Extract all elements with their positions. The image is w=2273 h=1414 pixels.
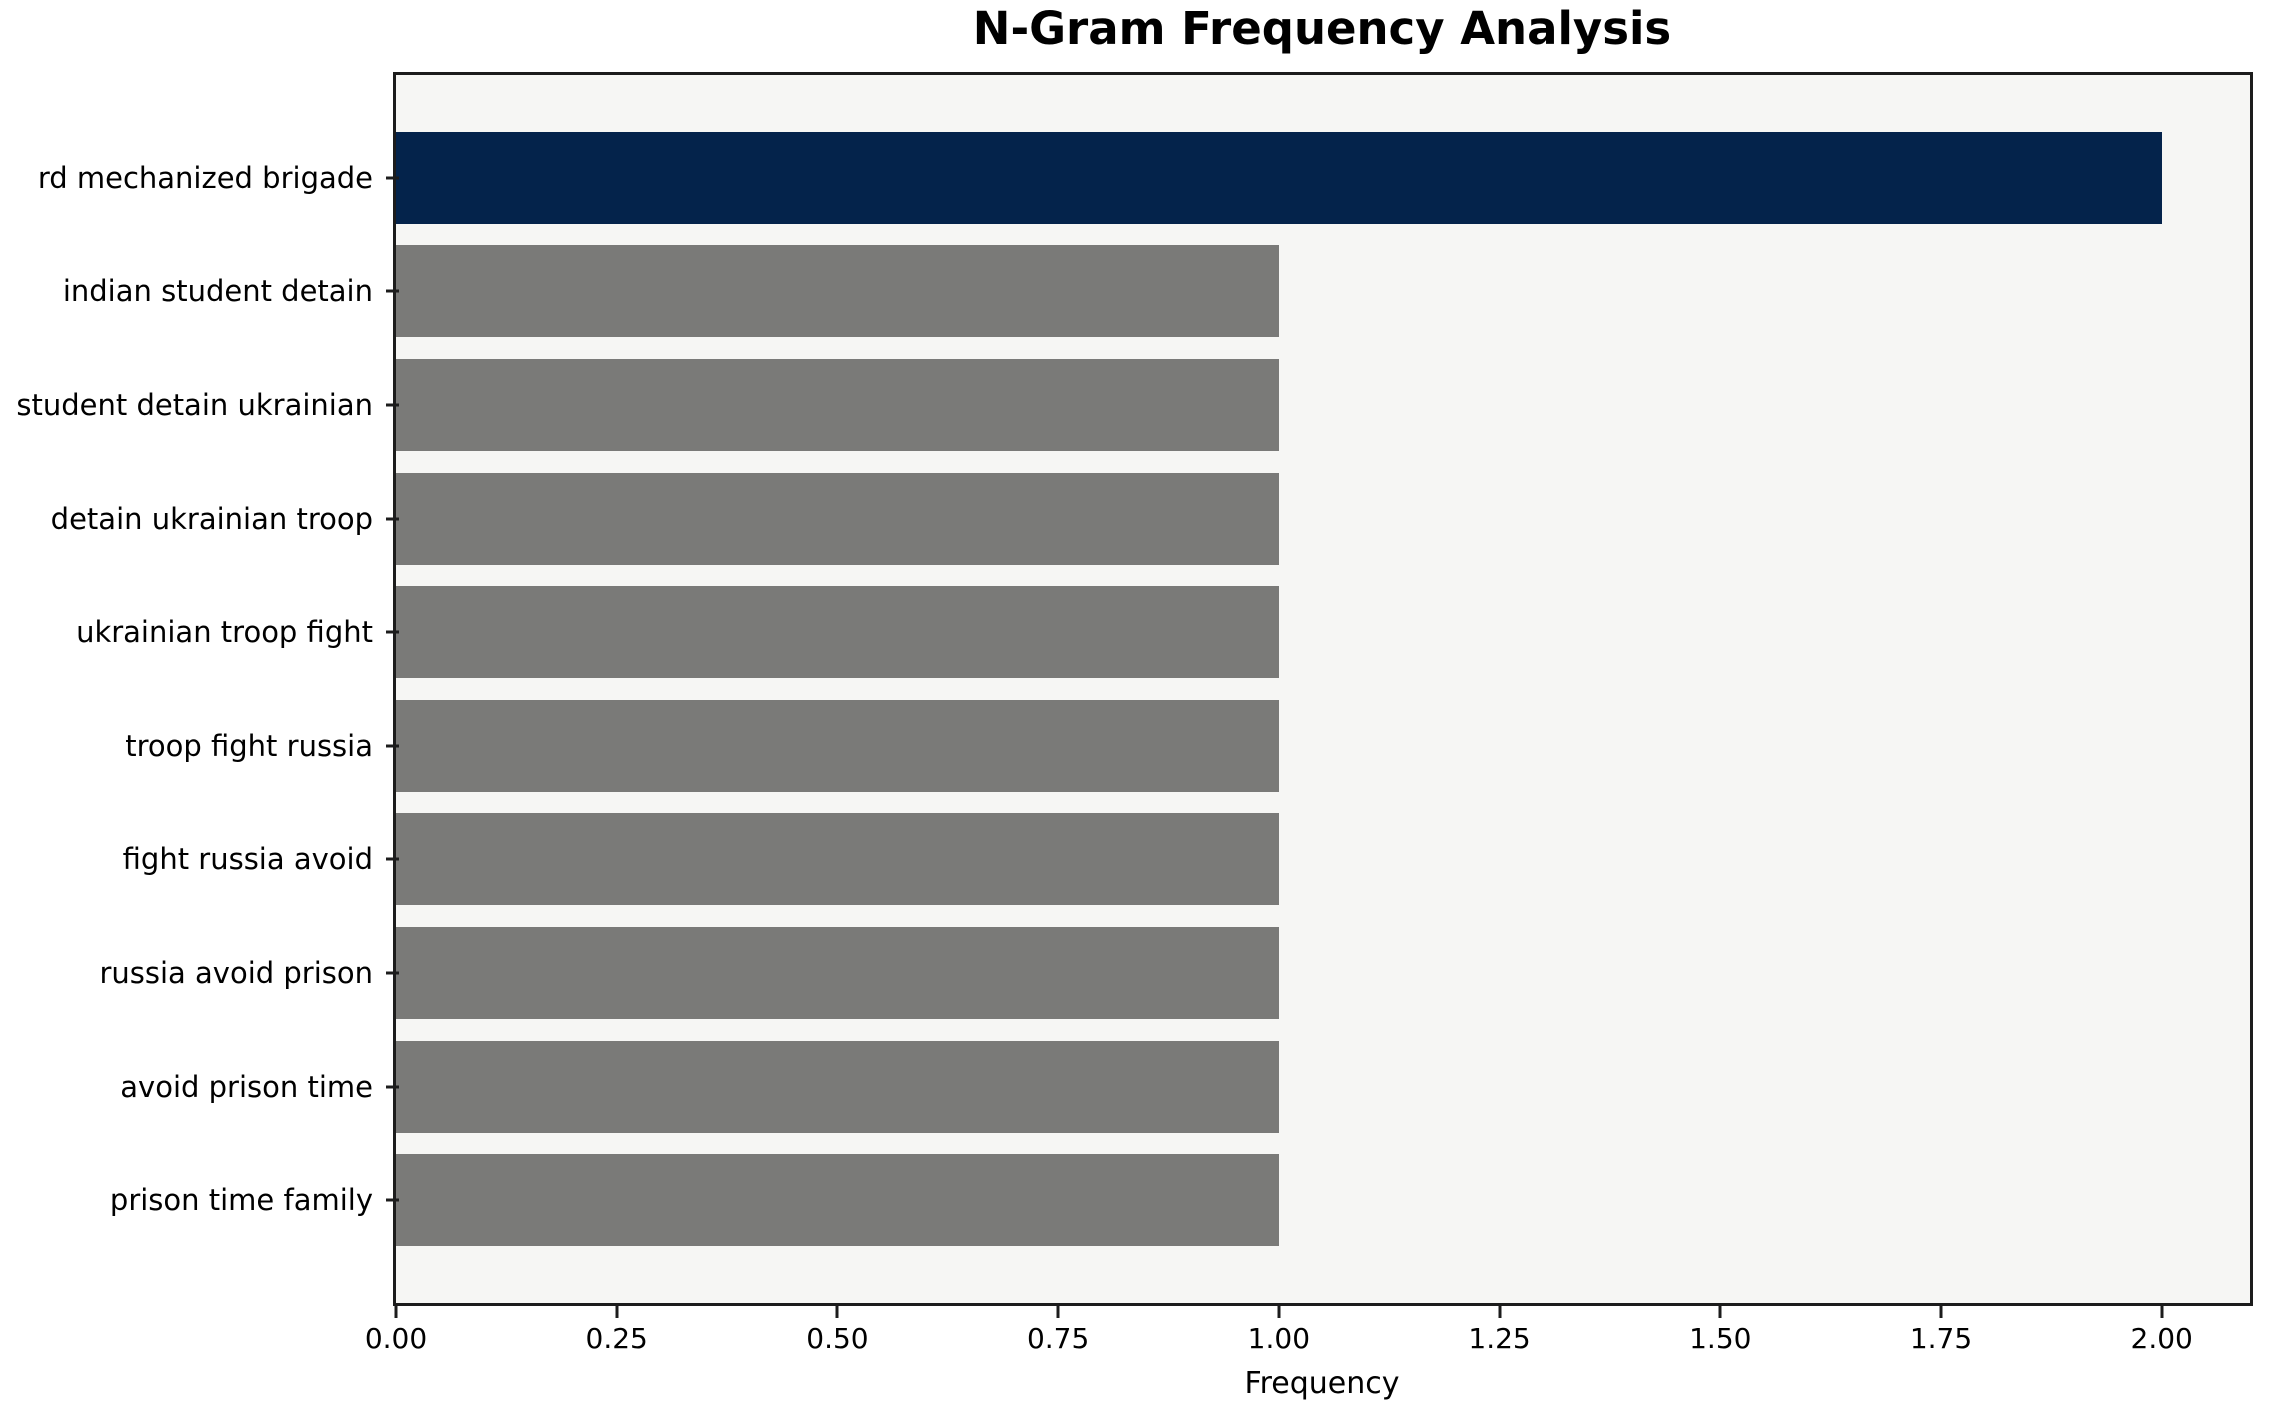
y-tick-mark: [386, 289, 399, 293]
y-tick-mark: [386, 1085, 399, 1089]
y-tick-label: student detain ukrainian: [16, 387, 373, 422]
x-tick-mark: [1277, 1306, 1281, 1318]
x-tick-mark: [835, 1306, 839, 1318]
y-tick-mark: [386, 1198, 399, 1202]
bar: [396, 358, 1279, 451]
x-tick-mark: [1939, 1306, 1943, 1318]
bar-row: prison time family: [110, 1143, 2250, 1257]
x-tick-label: 1.25: [1468, 1322, 1531, 1355]
x-tick-label: 0.75: [1026, 1322, 1090, 1355]
bar-row: avoid prison time: [120, 1030, 2250, 1144]
y-tick-mark: [386, 971, 399, 975]
bar-row: ukrainian troop fight: [76, 575, 2250, 689]
x-tick-label: 1.75: [1909, 1322, 1973, 1355]
x-tick-label: 0.00: [364, 1322, 428, 1355]
y-tick-label: fight russia avoid: [122, 842, 373, 877]
bar: [396, 699, 1279, 792]
chart-title: N-Gram Frequency Analysis: [972, 2, 1672, 55]
bar-row: troop fight russia: [125, 689, 2250, 803]
y-tick-mark: [386, 630, 399, 634]
x-axis-label: Frequency: [1244, 1366, 1400, 1401]
y-tick-label: avoid prison time: [120, 1069, 373, 1104]
plot-area: rd mechanized brigade indian student deta…: [16, 72, 2253, 1306]
bar: [396, 1040, 1279, 1133]
bar-row: fight russia avoid: [123, 803, 2250, 917]
x-tick-label: 0.25: [585, 1322, 648, 1355]
y-tick-mark: [386, 517, 399, 521]
x-tick-mark: [1718, 1306, 1722, 1318]
x-tick-mark: [1498, 1306, 1502, 1318]
bar: [396, 813, 1279, 906]
bar: [396, 472, 1279, 565]
y-tick-label: russia avoid prison: [99, 955, 373, 990]
bar: [396, 586, 1279, 679]
x-tick-mark: [2160, 1306, 2164, 1318]
bar: [396, 926, 1279, 1019]
y-tick-label: troop fight russia: [125, 728, 373, 763]
bar: [396, 245, 1279, 338]
y-tick-label: prison time family: [109, 1183, 373, 1218]
y-tick-mark: [386, 857, 399, 861]
x-tick-mark: [1056, 1306, 1060, 1318]
x-tick-label: 1.00: [1247, 1322, 1311, 1355]
bar-row: student detain ukrainian: [16, 348, 2250, 462]
bars-container: rd mechanized brigade indian student deta…: [16, 75, 2250, 1303]
bar-row: russia avoid prison: [99, 916, 2250, 1030]
x-tick-mark: [615, 1306, 619, 1318]
y-tick-label: detain ukrainian troop: [50, 501, 373, 536]
bar: [396, 1154, 1279, 1247]
x-tick-label: 1.50: [1689, 1322, 1752, 1355]
bar-row: rd mechanized brigade: [38, 121, 2250, 235]
y-tick-mark: [386, 403, 399, 407]
y-tick-label: ukrainian troop fight: [76, 615, 373, 650]
x-tick-mark: [394, 1306, 398, 1318]
bar-row: detain ukrainian troop: [51, 462, 2250, 576]
y-tick-mark: [386, 744, 399, 748]
x-tick-label: 2.00: [2130, 1322, 2193, 1355]
y-tick-mark: [386, 176, 399, 180]
x-tick-label: 0.50: [806, 1322, 869, 1355]
bar-row: indian student detain: [63, 235, 2250, 349]
y-tick-label: indian student detain: [62, 274, 373, 309]
y-tick-label: rd mechanized brigade: [37, 160, 373, 195]
bar: [396, 131, 2162, 224]
